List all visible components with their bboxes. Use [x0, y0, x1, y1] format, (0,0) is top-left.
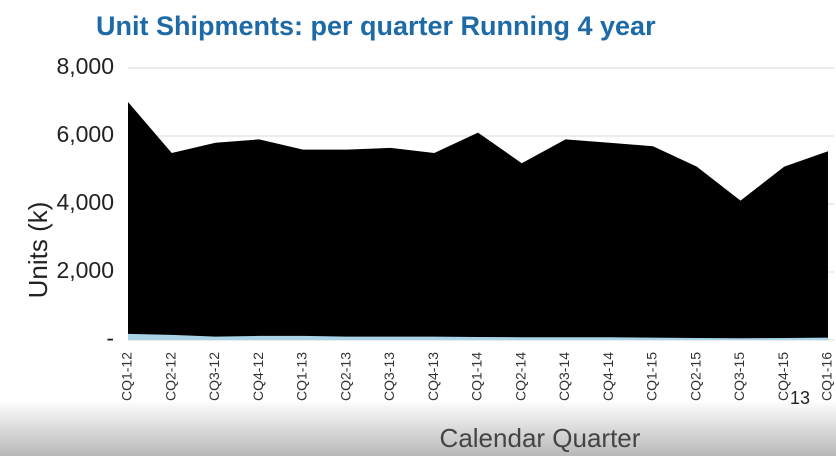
y-axis-label: Units (k)	[23, 202, 53, 299]
y-tick-label: 6,000	[56, 121, 114, 147]
x-tick-label: CQ3-14	[556, 352, 572, 401]
y-tick-label: -	[106, 325, 114, 351]
x-tick-label: CQ1-16	[819, 352, 835, 401]
y-tick-label: 8,000	[56, 53, 114, 79]
x-axis-label: Calendar Quarter	[440, 423, 641, 453]
area	[128, 102, 828, 340]
x-tick-label: CQ4-13	[425, 352, 441, 401]
y-tick-label: 4,000	[56, 189, 114, 215]
page-number: 13	[790, 388, 810, 408]
footer-band	[0, 400, 836, 456]
x-tick-label: CQ2-14	[512, 352, 528, 401]
x-tick-label: CQ2-13	[337, 352, 353, 401]
x-tick-label: CQ3-12	[206, 352, 222, 401]
x-tick-label: CQ1-15	[644, 352, 660, 401]
x-tick-label: CQ4-14	[600, 352, 616, 401]
area	[128, 333, 828, 340]
x-tick-label: CQ1-14	[469, 352, 485, 401]
x-tick-label: CQ2-15	[687, 352, 703, 401]
x-tick-label: CQ1-13	[294, 352, 310, 401]
x-tick-label: CQ3-15	[731, 352, 747, 401]
x-tick-label: CQ3-13	[381, 352, 397, 401]
x-tick-label: CQ2-12	[162, 352, 178, 401]
x-tick-label: CQ1-12	[119, 352, 135, 401]
y-tick-label: 2,000	[56, 257, 114, 283]
chart-title: Unit Shipments: per quarter Running 4 ye…	[96, 11, 656, 41]
x-tick-label: CQ4-12	[250, 352, 266, 401]
x-tick-label: CQ4-15	[775, 352, 791, 401]
